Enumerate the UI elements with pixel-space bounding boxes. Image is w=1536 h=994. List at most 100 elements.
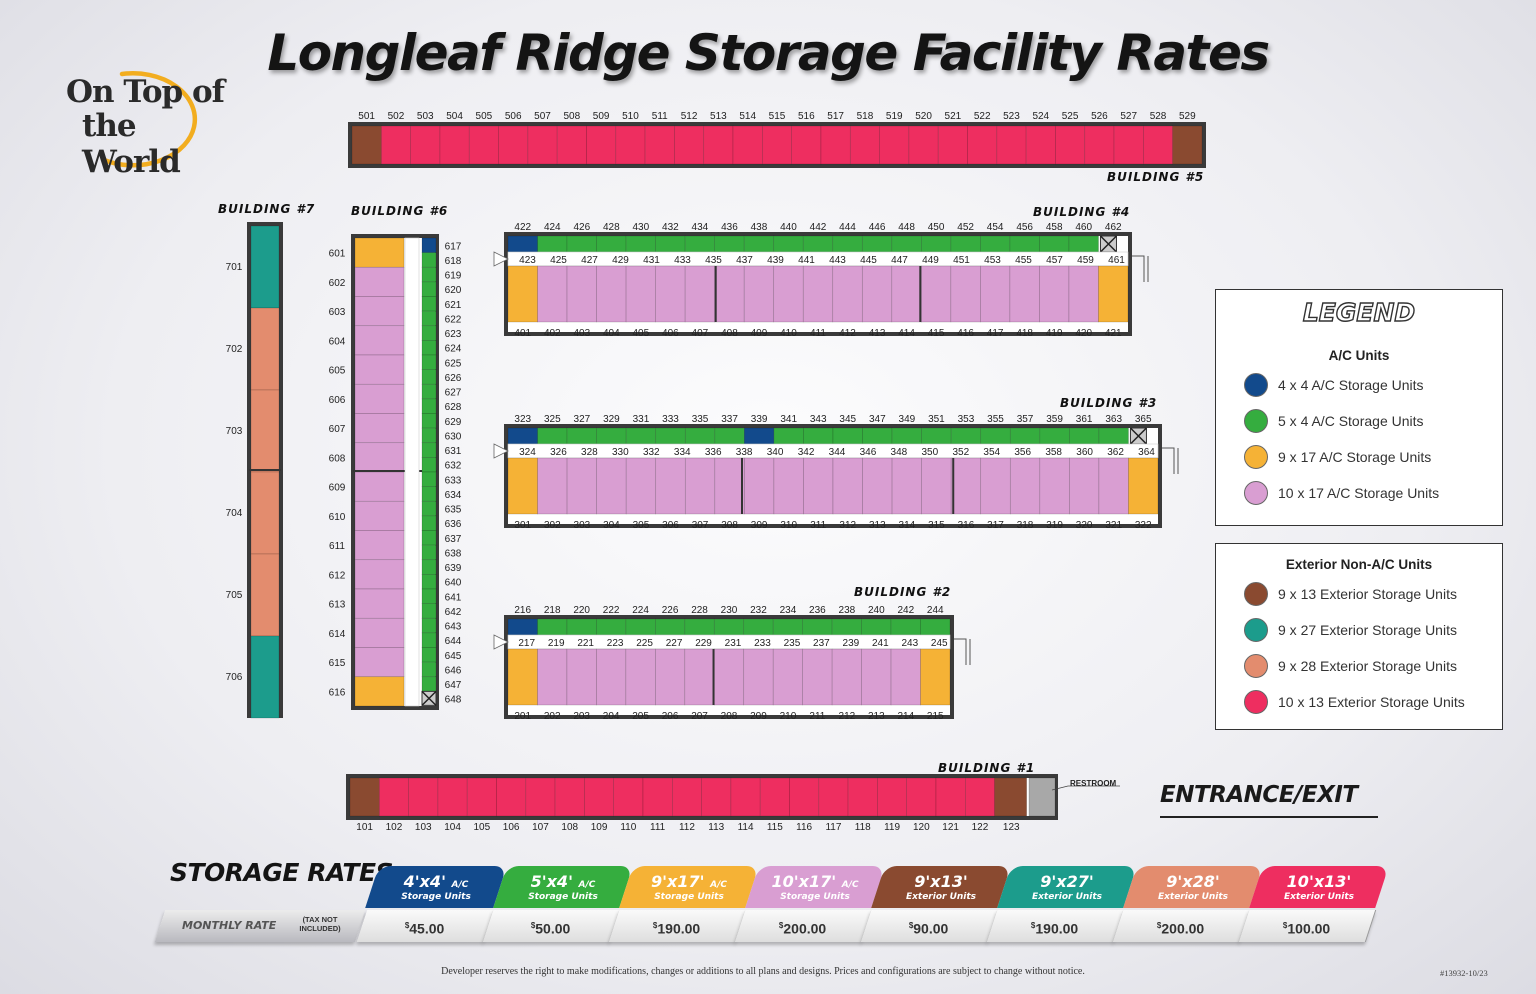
unit-238 (831, 618, 862, 636)
unit-label-332: 332 (643, 447, 660, 458)
legend-item-9x27: 9 x 27 Exterior Storage Units (1244, 617, 1457, 643)
building-2-label: BUILDING #2 (854, 585, 952, 599)
unit-label-425: 425 (550, 255, 567, 266)
unit-434 (684, 235, 715, 253)
monthly-rate-tab: MONTHLY RATE (TAX NOT INCLUDED) (154, 910, 366, 942)
unit-label-643: 643 (445, 622, 462, 633)
unit-603 (354, 296, 405, 327)
unit-631 (421, 442, 437, 458)
unit-421 (1098, 265, 1129, 323)
unit-526 (1084, 125, 1115, 165)
unit-label-230: 230 (721, 605, 738, 616)
unit-label-614: 614 (329, 629, 346, 640)
unit-612 (354, 559, 405, 590)
unit-505 (468, 125, 499, 165)
unit-label-340: 340 (767, 447, 784, 458)
unit-label-601: 601 (329, 249, 346, 260)
unit-628 (421, 398, 437, 414)
unit-label-235: 235 (784, 638, 801, 649)
unit-label-324: 324 (519, 447, 536, 458)
unit-label-443: 443 (829, 255, 846, 266)
unit-label-438: 438 (751, 222, 768, 233)
unit-label-119: 119 (884, 822, 900, 833)
unit-label-205: 205 (632, 711, 649, 722)
unit-458 (1039, 235, 1070, 253)
unit-label-224: 224 (632, 605, 649, 616)
unit-503 (410, 125, 441, 165)
unit-210 (772, 648, 803, 706)
unit-label-526: 526 (1091, 111, 1108, 122)
unit-label-360: 360 (1076, 447, 1093, 458)
unit-label-209: 209 (750, 711, 767, 722)
unit-label-622: 622 (445, 314, 462, 325)
unit-label-447: 447 (891, 255, 908, 266)
unit-label-632: 632 (445, 461, 462, 472)
unit-label-110: 110 (620, 822, 636, 833)
legend-title: LEGEND (1302, 297, 1416, 327)
unit-211 (802, 648, 833, 706)
unit-118 (847, 777, 878, 817)
rate-tab-10x17: 10'x17' A/C Storage Units (745, 866, 885, 908)
restroom (1028, 777, 1056, 817)
unit-454 (980, 235, 1011, 253)
unit-label-635: 635 (445, 505, 462, 516)
legend-swatch (1244, 373, 1268, 397)
unit-101 (349, 777, 380, 817)
b4-west-door (493, 251, 509, 267)
unit-703 (250, 389, 280, 473)
unit-523 (996, 125, 1027, 165)
unit-label-610: 610 (329, 512, 346, 523)
unit-label-312: 312 (839, 520, 856, 531)
restroom-label: RESTROOM (1070, 779, 1117, 788)
unit-515 (762, 125, 792, 165)
unit-label-410: 410 (780, 328, 797, 339)
unit-label-440: 440 (780, 222, 797, 233)
unit-646 (421, 661, 437, 678)
unit-634 (421, 486, 437, 502)
unit-label-314: 314 (899, 520, 916, 531)
unit-619 (421, 266, 437, 283)
unit-label-432: 432 (662, 222, 679, 233)
unit-label-408: 408 (721, 328, 738, 339)
legend-swatch (1244, 618, 1268, 642)
unit-label-513: 513 (710, 111, 727, 122)
unit-label-308: 308 (721, 520, 738, 531)
unit-label-702: 702 (226, 344, 243, 355)
unit-517 (820, 125, 851, 165)
legend-ac-panel: LEGEND A/C Units 4 x 4 A/C Storage Units… (1215, 289, 1503, 526)
unit-529 (1172, 125, 1203, 165)
unit-351 (921, 427, 952, 445)
unit-402 (537, 265, 568, 323)
unit-428 (596, 235, 627, 253)
unit-418 (1009, 265, 1040, 323)
unit-519 (879, 125, 910, 165)
unit-label-214: 214 (897, 711, 914, 722)
rate-tab-9x28: 9'x28' Exterior Units (1123, 866, 1263, 908)
unit-643 (421, 617, 437, 634)
unit-420 (1068, 265, 1099, 323)
unit-333 (655, 427, 686, 445)
unit-232 (743, 618, 774, 636)
unit-label-337: 337 (721, 414, 738, 425)
tax-note-line-1: (TAX NOT (302, 915, 338, 924)
unit-309 (744, 457, 775, 515)
unit-label-453: 453 (984, 255, 1001, 266)
unit-617 (421, 237, 437, 253)
unit-314 (891, 457, 922, 515)
unit-label-705: 705 (226, 590, 243, 601)
unit-label-416: 416 (957, 328, 974, 339)
price-9x13: $90.00 (860, 910, 999, 942)
unit-label-456: 456 (1016, 222, 1033, 233)
unit-639 (421, 559, 437, 575)
unit-label-508: 508 (563, 111, 580, 122)
unit-label-516: 516 (798, 111, 815, 122)
unit-label-619: 619 (445, 271, 462, 282)
unit-102 (378, 777, 409, 817)
unit-111 (642, 777, 673, 817)
building-6-label: BUILDING #6 (351, 204, 449, 218)
unit-label-346: 346 (860, 447, 877, 458)
unit-label-623: 623 (445, 329, 462, 340)
unit-label-504: 504 (446, 111, 463, 122)
unit-117 (818, 777, 849, 817)
unit-label-204: 204 (603, 711, 620, 722)
